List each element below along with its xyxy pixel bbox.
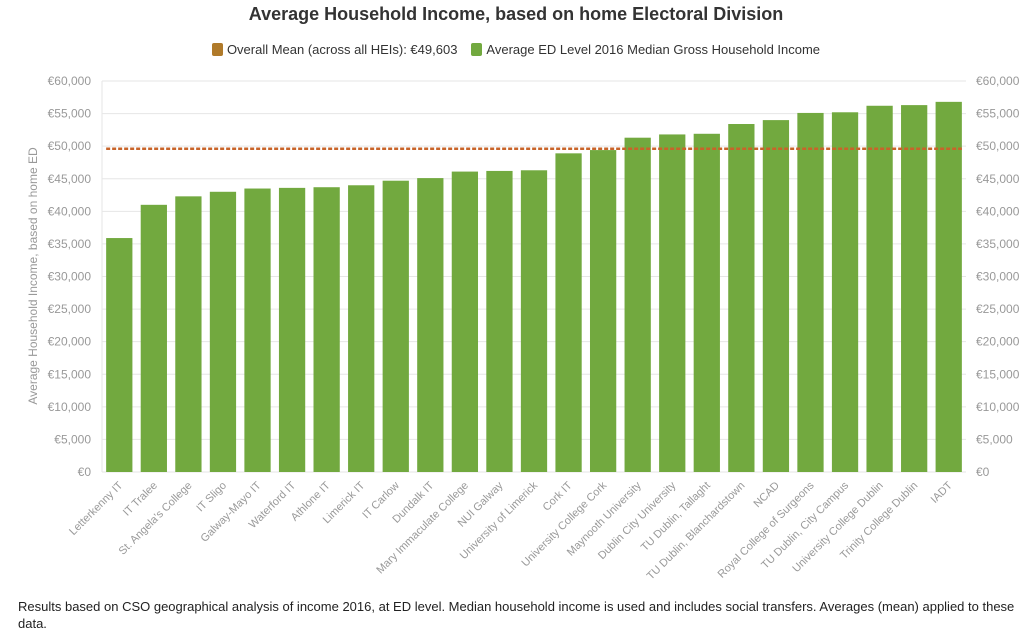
y-tick-label-left: €55,000	[48, 107, 92, 121]
bar[interactable]	[313, 187, 340, 472]
y-tick-label-right: €55,000	[976, 107, 1020, 121]
y-tick-label-right: €40,000	[976, 204, 1020, 218]
y-tick-label-left: €5,000	[54, 432, 91, 446]
bar[interactable]	[762, 120, 790, 472]
bar[interactable]	[244, 188, 271, 472]
legend-item-mean[interactable]: Overall Mean (across all HEIs): €49,603	[211, 42, 458, 57]
bar[interactable]	[624, 137, 651, 472]
bar[interactable]	[693, 133, 720, 472]
bar[interactable]	[451, 171, 479, 472]
y-tick-label-right: €15,000	[976, 367, 1020, 381]
bar[interactable]	[797, 112, 824, 472]
y-tick-label-left: €20,000	[48, 335, 92, 349]
y-tick-label-left: €45,000	[48, 172, 92, 186]
x-tick-label: Cork IT	[541, 479, 575, 513]
bar[interactable]	[175, 196, 202, 472]
bar[interactable]	[659, 134, 686, 473]
legend-label-mean: Overall Mean (across all HEIs): €49,603	[226, 42, 458, 57]
bar[interactable]	[106, 238, 133, 472]
y-tick-label-right: €0	[976, 465, 990, 479]
bar[interactable]	[831, 112, 859, 472]
y-tick-label-right: €35,000	[976, 237, 1020, 251]
bar[interactable]	[728, 124, 755, 472]
legend-label-income: Average ED Level 2016 Median Gross House…	[486, 42, 821, 57]
bar[interactable]	[348, 185, 375, 472]
legend-swatch-mean	[211, 43, 223, 56]
legend: Overall Mean (across all HEIs): €49,603 …	[0, 42, 1032, 57]
y-tick-label-right: €45,000	[976, 172, 1020, 186]
y-tick-label-left: €40,000	[48, 204, 92, 218]
y-tick-label-left: €0	[78, 465, 92, 479]
y-tick-label-left: €60,000	[48, 74, 92, 88]
y-tick-label-right: €10,000	[976, 400, 1020, 414]
y-tick-label-left: €10,000	[48, 400, 92, 414]
y-tick-label-left: €35,000	[48, 237, 92, 251]
y-tick-label-right: €60,000	[976, 74, 1020, 88]
y-tick-label-left: €25,000	[48, 302, 92, 316]
bar[interactable]	[209, 191, 237, 473]
bar[interactable]	[520, 170, 548, 473]
y-tick-label-left: €30,000	[48, 270, 92, 284]
y-tick-label-left: €15,000	[48, 367, 92, 381]
x-tick-label: NCAD	[752, 480, 783, 511]
chart-title: Average Household Income, based on home …	[248, 4, 784, 24]
y-tick-label-left: €50,000	[48, 139, 92, 153]
bar[interactable]	[486, 170, 513, 472]
x-tick-label: Letterkenny IT	[67, 479, 125, 537]
bar[interactable]	[417, 178, 444, 472]
right-y-axis: €0 €5,000 €10,000 €15,000 €20,000 €25,000 €30,…	[976, 74, 1020, 479]
bar[interactable]	[140, 204, 167, 473]
bar[interactable]	[866, 105, 893, 472]
bars	[106, 101, 962, 473]
bar[interactable]	[935, 101, 962, 472]
y-tick-label-right: €25,000	[976, 302, 1020, 316]
bar[interactable]	[901, 105, 928, 472]
left-y-axis: €0 €5,000 €10,000 €15,000 €20,000 €25,000 €30,…	[48, 74, 92, 479]
bar[interactable]	[278, 187, 306, 472]
bar[interactable]	[555, 153, 582, 472]
y-tick-label-right: €30,000	[976, 270, 1020, 284]
y-tick-label-right: €20,000	[976, 335, 1020, 349]
bar[interactable]	[589, 150, 617, 472]
legend-item-income[interactable]: Average ED Level 2016 Median Gross House…	[471, 42, 820, 57]
y-tick-label-right: €5,000	[976, 432, 1013, 446]
x-tick-label: IT Sligo	[194, 480, 229, 515]
legend-swatch-income	[471, 43, 483, 56]
footnote: Results based on CSO geographical analys…	[18, 599, 1015, 631]
y-axis-title: Average Household Income, based on home …	[26, 147, 40, 405]
x-tick-label: IADT	[929, 479, 955, 505]
bar[interactable]	[382, 180, 409, 472]
y-tick-label-right: €50,000	[976, 139, 1020, 153]
x-tick-label: Galway-Mayo IT	[199, 479, 264, 544]
